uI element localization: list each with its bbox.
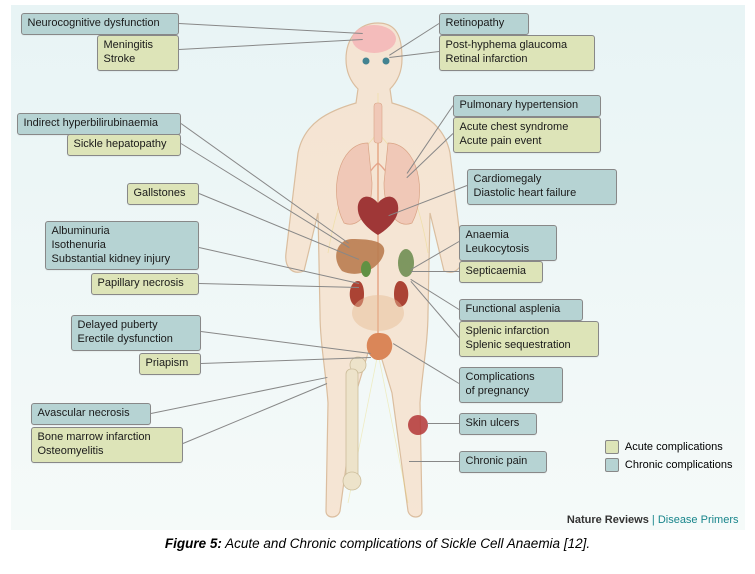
label-r_retinopathy: Retinopathy <box>439 13 529 35</box>
label-l_bonemarrow: Bone marrow infarction Osteomyelitis <box>31 427 183 463</box>
label-l_hyperbili: Indirect hyperbilirubinaemia <box>17 113 181 135</box>
attribution: Nature Reviews | Disease Primers <box>567 514 739 526</box>
label-r_hyphema: Post-hyphema glaucoma Retinal infarction <box>439 35 595 71</box>
pointer-r_chronicpain <box>409 461 459 462</box>
legend-chronic-row: Chronic complications <box>605 458 733 472</box>
label-r_anaemia: Anaemia Leukocytosis <box>459 225 557 261</box>
legend-acute-swatch <box>605 440 619 454</box>
pointer-r_skinulcers <box>427 423 459 424</box>
label-l_kidney: Albuminuria Isothenuria Substantial kidn… <box>45 221 199 270</box>
pointer-r_septic <box>411 271 459 272</box>
label-l_puberty: Delayed puberty Erectile dysfunction <box>71 315 201 351</box>
legend: Acute complications Chronic complication… <box>605 440 733 476</box>
label-r_pregnancy: Complications of pregnancy <box>459 367 563 403</box>
label-l_avascular: Avascular necrosis <box>31 403 151 425</box>
legend-chronic-swatch <box>605 458 619 472</box>
label-r_septic: Septicaemia <box>459 261 543 283</box>
attribution-sub: | Disease Primers <box>649 514 739 526</box>
label-l_meningitis: Meningitis Stroke <box>97 35 179 71</box>
label-l_priapism: Priapism <box>139 353 201 375</box>
caption-label: Figure 5: <box>165 536 222 551</box>
caption-text: Acute and Chronic complications of Sickl… <box>222 536 590 551</box>
figure-diagram: Neurocognitive dysfunctionMeningitis Str… <box>11 5 745 530</box>
label-r_funcasplen: Functional asplenia <box>459 299 583 321</box>
figure-caption: Figure 5: Acute and Chronic complication… <box>0 536 755 551</box>
attribution-brand: Nature Reviews <box>567 514 649 526</box>
label-r_splenicinf: Splenic infarction Splenic sequestration <box>459 321 599 357</box>
label-r_skinulcers: Skin ulcers <box>459 413 537 435</box>
legend-acute-label: Acute complications <box>625 441 723 453</box>
label-l_neurocog: Neurocognitive dysfunction <box>21 13 179 35</box>
label-r_chronicpain: Chronic pain <box>459 451 547 473</box>
label-r_acs: Acute chest syndrome Acute pain event <box>453 117 601 153</box>
label-r_pulmhtn: Pulmonary hypertension <box>453 95 601 117</box>
legend-acute-row: Acute complications <box>605 440 733 454</box>
label-l_gallstones: Gallstones <box>127 183 199 205</box>
label-l_sicklehep: Sickle hepatopathy <box>67 134 181 156</box>
label-r_cardiomeg: Cardiomegaly Diastolic heart failure <box>467 169 617 205</box>
label-l_papillary: Papillary necrosis <box>91 273 199 295</box>
legend-chronic-label: Chronic complications <box>625 459 733 471</box>
